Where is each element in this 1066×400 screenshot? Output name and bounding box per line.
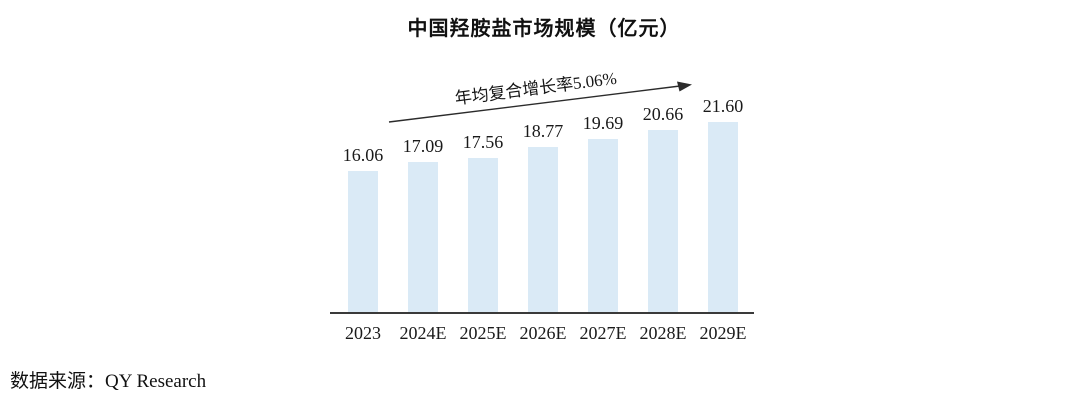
bar [408,162,438,313]
bar [588,139,618,313]
bar-value-label: 16.06 [342,145,384,165]
x-axis-label: 2029E [699,323,747,343]
bar-value-label: 17.56 [462,132,504,152]
data-source-note: 数据来源：QY Research [10,371,207,392]
bar [708,122,738,313]
bar-value-label: 20.66 [642,104,684,124]
bar [648,130,678,313]
x-axis-label: 2025E [459,323,507,343]
bar-value-label: 19.69 [582,113,624,133]
x-axis-line [330,312,754,314]
cagr-trend-arrow-icon [388,81,692,123]
x-axis-label: 2024E [399,323,447,343]
bar-value-label: 21.60 [702,96,744,116]
bar [528,147,558,313]
bar-value-label: 17.09 [402,136,444,156]
chart-title: 中国羟胺盐市场规模（亿元） [407,18,681,40]
x-axis-label: 2026E [519,323,567,343]
x-axis-label: 2028E [639,323,687,343]
bar-value-label: 18.77 [522,121,564,141]
x-axis-label: 2023 [345,323,381,343]
bar [468,158,498,313]
bar [348,171,378,313]
x-axis-label: 2027E [579,323,627,343]
